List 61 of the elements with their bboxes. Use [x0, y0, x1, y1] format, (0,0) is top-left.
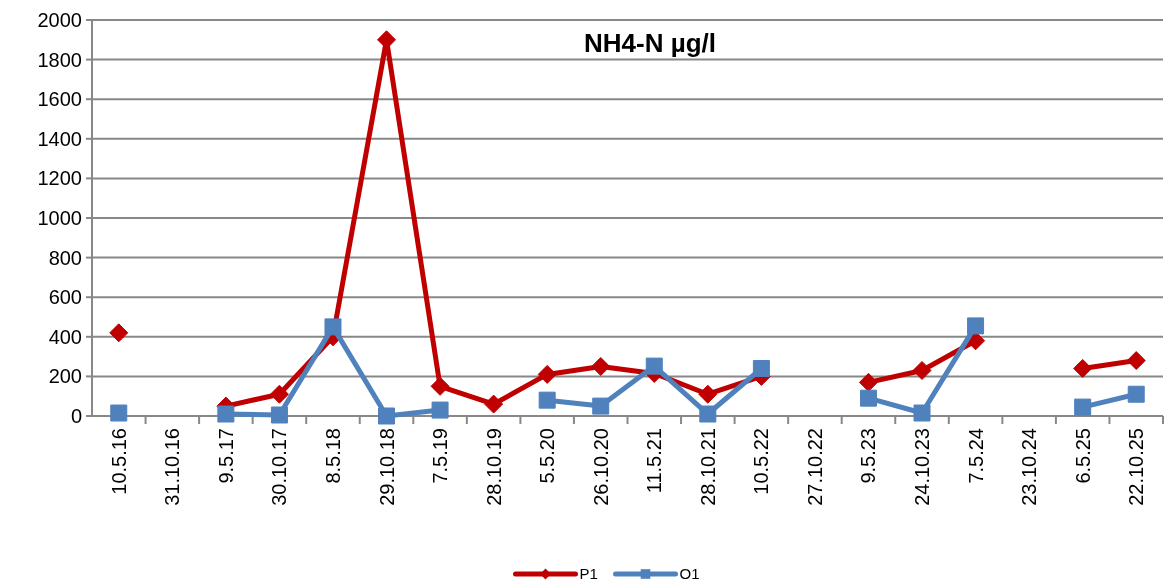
x-tick-label: 24.10.23	[911, 428, 934, 506]
point	[752, 359, 770, 377]
x-tick-label: 22.10.25	[1125, 428, 1148, 506]
x-tick-label: 11.5.21	[643, 428, 666, 494]
point	[698, 384, 718, 404]
y-tick-label: 1800	[37, 48, 82, 71]
y-tick-label: 1400	[37, 127, 82, 150]
x-tick-label: 28.10.21	[696, 428, 719, 506]
point	[537, 364, 557, 384]
x-tick-label: 8.5.18	[321, 428, 344, 484]
point	[1074, 398, 1092, 416]
y-tick-label: 0	[70, 405, 82, 427]
y-tick-label: 2000	[37, 9, 82, 31]
x-tick-label: 10.5.16	[107, 428, 130, 495]
point	[269, 384, 289, 404]
y-tick-label: 1600	[37, 88, 82, 111]
point	[431, 401, 449, 419]
chart-title: NH4-N µg/l	[584, 28, 716, 58]
point	[109, 323, 129, 343]
x-tick-label: 30.10.17	[268, 428, 291, 506]
y-tick-label: 400	[48, 325, 82, 348]
x-tick-label: 5.5.20	[536, 428, 559, 484]
point	[913, 404, 931, 422]
point	[270, 406, 288, 424]
point	[217, 405, 235, 423]
point	[699, 405, 717, 423]
y-tick-label: 600	[48, 286, 82, 309]
point	[912, 360, 932, 380]
x-tick-label: 7.5.19	[429, 428, 452, 484]
x-tick-label: 10.5.22	[750, 428, 773, 495]
legend-label: O1	[679, 565, 700, 583]
point	[430, 376, 450, 396]
x-tick-label: 23.10.24	[1018, 428, 1041, 506]
x-tick-label: 9.5.23	[857, 428, 880, 484]
x-tick-label: 9.5.17	[214, 428, 237, 484]
legend-label: P1	[579, 565, 598, 583]
x-tick-label: 26.10.20	[589, 428, 612, 506]
x-tick-label: 31.10.16	[161, 428, 184, 506]
point	[592, 397, 610, 415]
point	[1127, 385, 1145, 403]
point	[591, 357, 611, 376]
y-tick-label: 1000	[37, 207, 82, 229]
y-tick-label: 800	[48, 246, 82, 269]
point	[378, 407, 396, 425]
point	[858, 372, 878, 392]
point	[538, 391, 556, 409]
point	[484, 394, 504, 414]
x-tick-label: 6.5.25	[1071, 428, 1094, 484]
y-tick-label: 1200	[37, 167, 82, 190]
x-tick-label: 28.10.19	[482, 428, 505, 506]
point	[645, 357, 663, 375]
point	[1073, 358, 1093, 378]
x-tick-label: 27.10.22	[803, 428, 826, 506]
point	[110, 404, 128, 422]
point	[1126, 351, 1146, 371]
point	[967, 317, 985, 335]
x-tick-label: 7.5.24	[964, 428, 987, 484]
point	[324, 318, 342, 336]
point	[859, 389, 877, 407]
x-tick-label: 29.10.18	[375, 428, 398, 506]
y-tick-label: 200	[48, 365, 82, 388]
